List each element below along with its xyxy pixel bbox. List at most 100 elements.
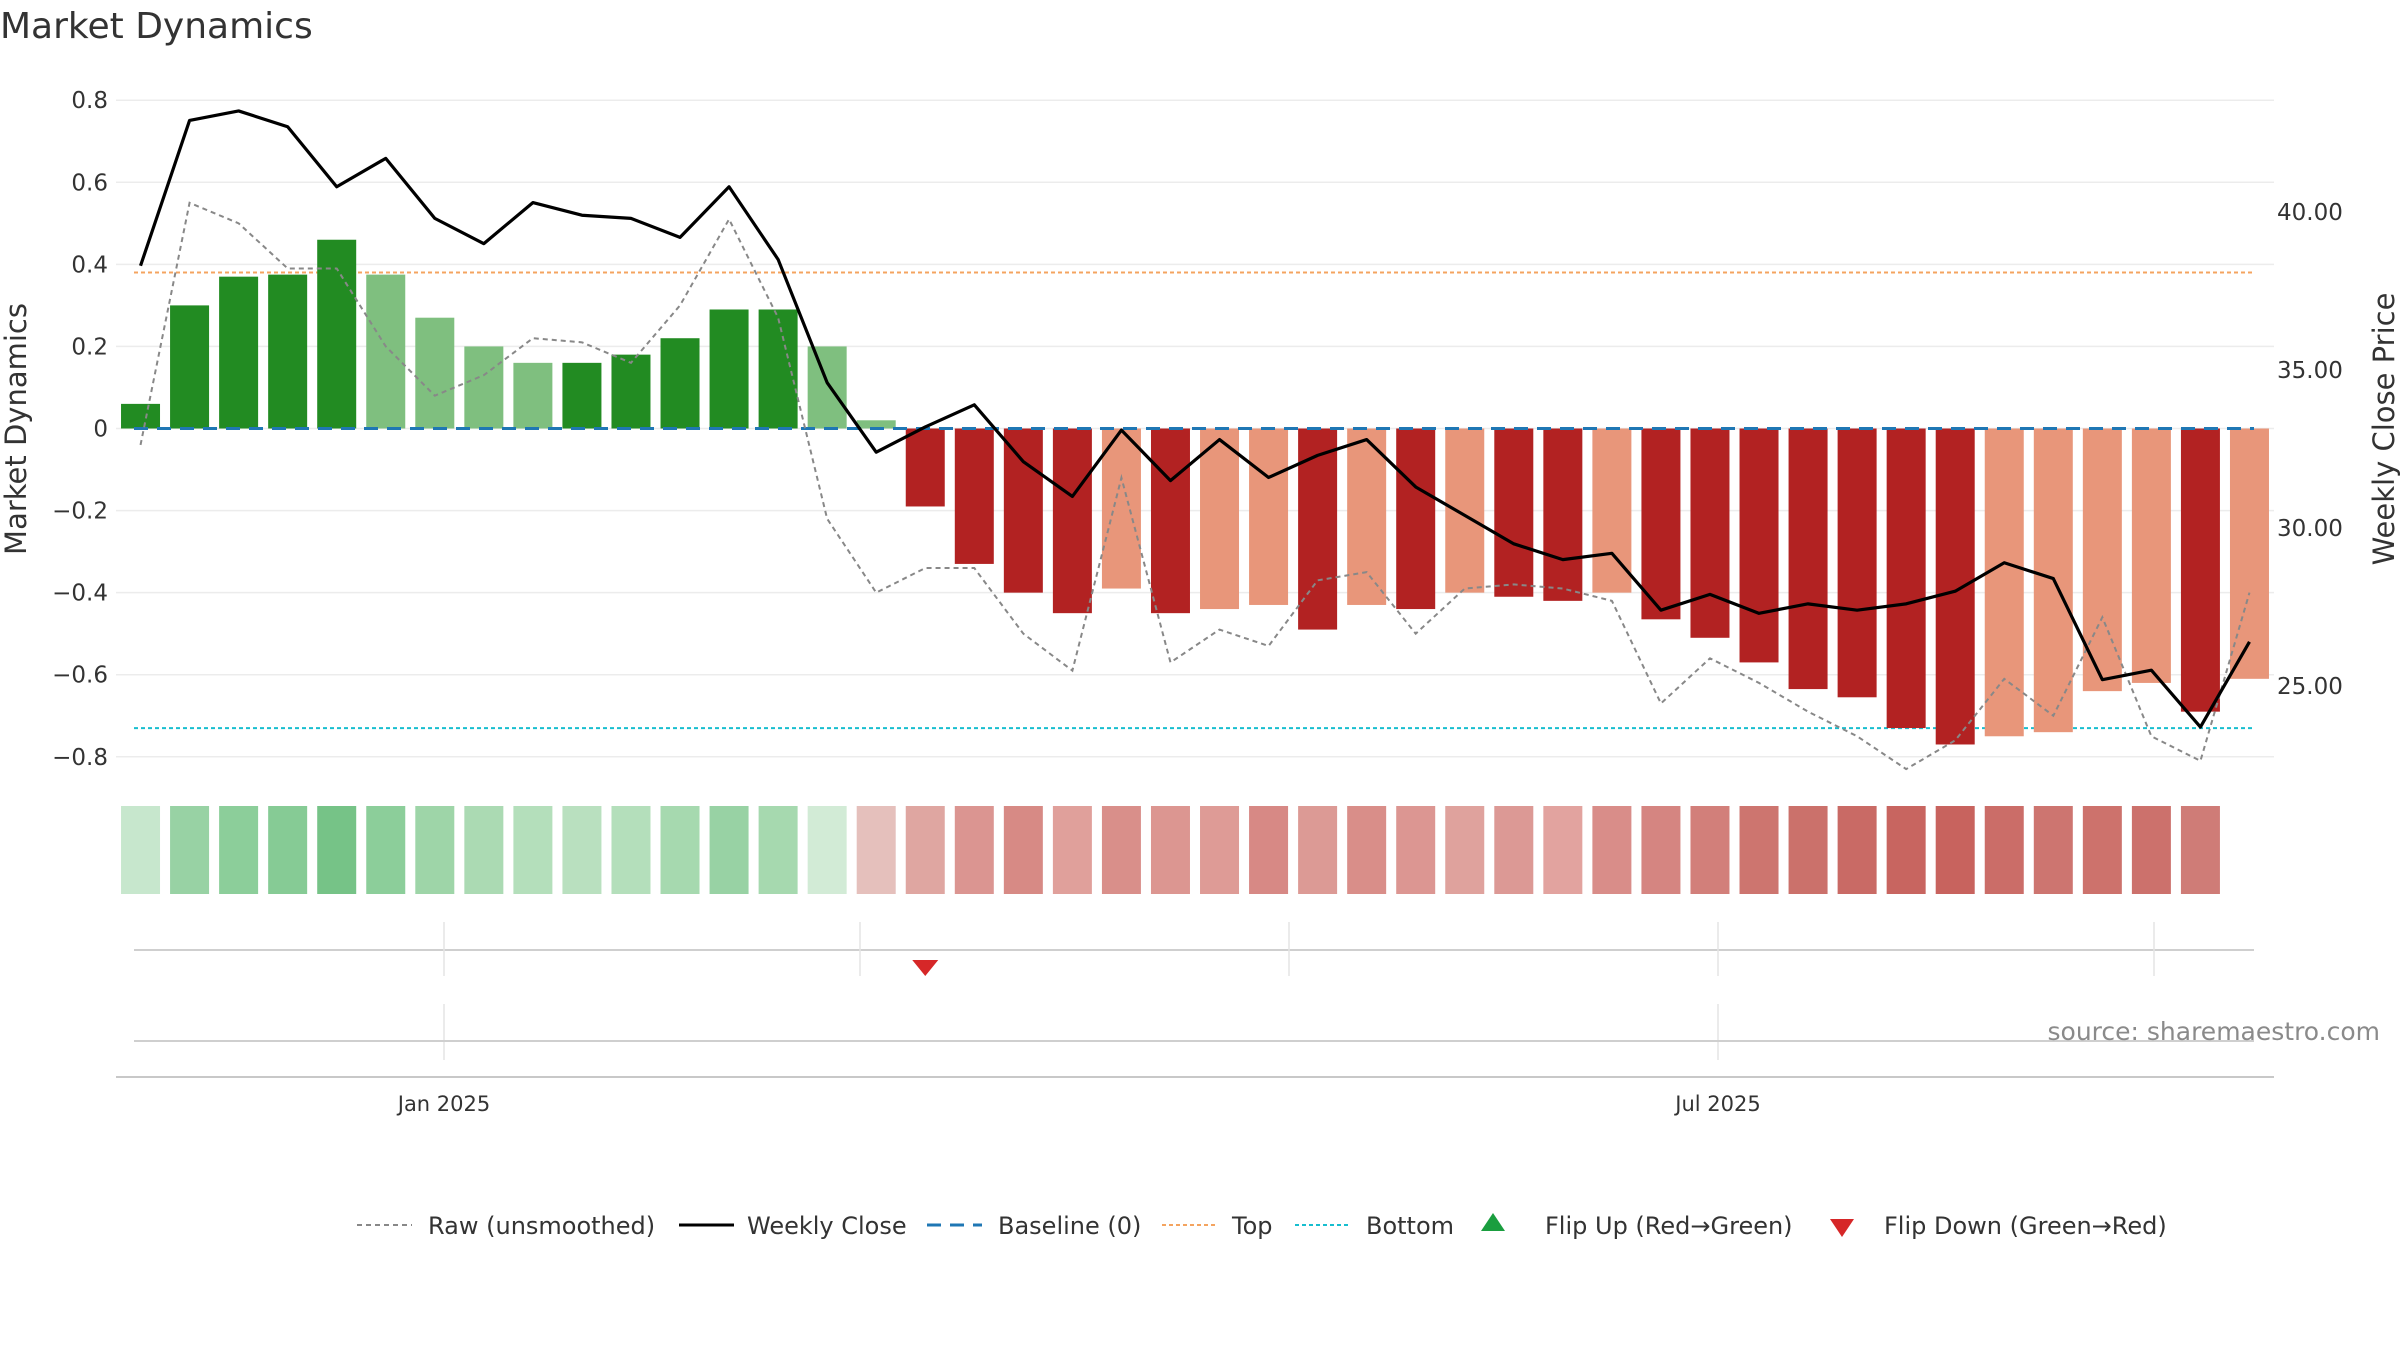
bar [1984, 428, 2024, 737]
left-tick-label: −0.4 [52, 581, 108, 607]
bar [1788, 428, 1828, 690]
weekly-close-line [139, 109, 2251, 729]
bar [905, 428, 945, 507]
heat-cell [1641, 806, 1681, 894]
legend-item-flip-up: Flip Up (Red→Green) [1481, 1212, 1793, 1240]
bar [1249, 428, 1289, 605]
left-tick-label: −0.2 [52, 499, 108, 525]
left-axis-label: Market Dynamics [0, 303, 33, 555]
legend-item-raw: Raw (unsmoothed) [357, 1212, 655, 1240]
heat-cell [2033, 806, 2073, 894]
heat-cell [856, 806, 896, 894]
bar [121, 403, 161, 429]
bar [611, 354, 651, 429]
legend: Raw (unsmoothed) Weekly Close Baseline (… [357, 1212, 2167, 1240]
heat-cell [415, 806, 455, 894]
legend-item-top: Top [1162, 1212, 1273, 1240]
heat-cell [709, 806, 749, 894]
bar [1200, 428, 1240, 610]
bar [1837, 428, 1877, 698]
bar [807, 346, 847, 429]
heat-cell [121, 806, 161, 894]
bar [415, 317, 455, 429]
left-tick-label: 0.4 [71, 252, 108, 278]
date-axis-panel: Jan 2025 Jul 2025 [116, 1004, 2274, 1116]
heat-cell [611, 806, 651, 894]
bar [758, 309, 798, 429]
heat-strip [121, 806, 2220, 894]
right-tick-label: 40.00 [2277, 200, 2343, 226]
heat-cell [1101, 806, 1141, 894]
legend-label-flip-up: Flip Up (Red→Green) [1545, 1212, 1793, 1240]
heat-cell [1150, 806, 1190, 894]
bar [1150, 428, 1190, 614]
heat-cell [366, 806, 406, 894]
bar [1690, 428, 1730, 638]
right-axis-label: Weekly Close Price [2367, 293, 2400, 566]
heat-cell [1347, 806, 1387, 894]
weekly-close-series [139, 109, 2251, 729]
heat-cell [1935, 806, 1975, 894]
legend-label-flip-down: Flip Down (Green→Red) [1884, 1212, 2167, 1240]
heat-cell [2180, 806, 2220, 894]
heat-cell [1298, 806, 1338, 894]
bar [366, 274, 406, 429]
heat-cell [758, 806, 798, 894]
heat-cell [1543, 806, 1583, 894]
heat-cell [1200, 806, 1240, 894]
heat-cell [513, 806, 553, 894]
bar [268, 274, 308, 429]
left-tick-label: 0.6 [71, 170, 108, 196]
bar [660, 338, 700, 429]
bar [1003, 428, 1043, 593]
bar [1592, 428, 1632, 593]
right-tick-label: 25.00 [2277, 674, 2343, 700]
heat-cell [1837, 806, 1877, 894]
bar [1886, 428, 1926, 729]
left-tick-label: −0.8 [52, 745, 108, 771]
heat-cell [2082, 806, 2122, 894]
right-tick-label: 30.00 [2277, 516, 2343, 542]
bar [954, 428, 994, 564]
heat-cell [1249, 806, 1289, 894]
heat-cell [1690, 806, 1730, 894]
legend-item-bottom: Bottom [1295, 1212, 1454, 1240]
bar [1101, 428, 1141, 589]
x-tick-label-jan-2025: Jan 2025 [396, 1092, 491, 1116]
bar [2131, 428, 2171, 683]
legend-label-baseline: Baseline (0) [998, 1212, 1141, 1240]
right-tick-label: 35.00 [2277, 358, 2343, 384]
legend-label-raw: Raw (unsmoothed) [428, 1212, 655, 1240]
left-tick-label: 0.2 [71, 334, 108, 360]
heat-cell [268, 806, 308, 894]
bar [464, 346, 504, 429]
legend-item-flip-down: Flip Down (Green→Red) [1830, 1212, 2167, 1240]
heat-cell [1788, 806, 1828, 894]
legend-label-bottom: Bottom [1366, 1212, 1454, 1240]
heat-cell [1445, 806, 1485, 894]
legend-item-baseline: Baseline (0) [927, 1212, 1141, 1240]
heat-cell [1592, 806, 1632, 894]
bar [1543, 428, 1583, 601]
heat-cell [562, 806, 602, 894]
left-tick-label: −0.6 [52, 663, 108, 689]
left-axis-ticks: 0.8 0.6 0.4 0.2 0 −0.2 −0.4 −0.6 −0.8 [52, 88, 108, 771]
bar [219, 276, 259, 429]
bar [170, 305, 210, 429]
bar [1052, 428, 1092, 614]
right-axis-ticks: 40.00 35.00 30.00 25.00 [2277, 200, 2343, 700]
heat-cell [170, 806, 210, 894]
chart-title: Market Dynamics [0, 6, 313, 47]
flip-down-marker [912, 960, 939, 976]
heat-cell [1739, 806, 1779, 894]
bar [1641, 428, 1681, 620]
bar [1347, 428, 1387, 605]
bar [317, 239, 357, 429]
heat-cell [1886, 806, 1926, 894]
legend-label-top: Top [1231, 1212, 1273, 1240]
bar [1396, 428, 1436, 610]
left-tick-label: 0.8 [71, 88, 108, 114]
legend-label-weekly-close: Weekly Close [747, 1212, 907, 1240]
